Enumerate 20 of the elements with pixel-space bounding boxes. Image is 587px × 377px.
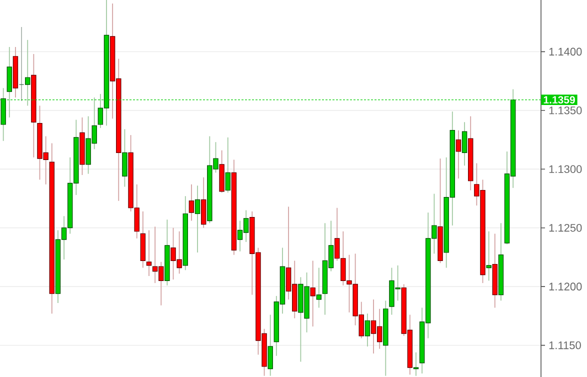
y-tick-label: 1.1350 (549, 106, 582, 114)
candlestick (225, 136, 230, 194)
candlestick (194, 185, 200, 253)
y-tick-label: 1.1250 (549, 224, 582, 232)
candlestick (268, 314, 273, 376)
candlestick (364, 313, 370, 347)
candlestick (456, 130, 462, 179)
y-tick-label: 1.1150 (549, 341, 581, 350)
ref-line-label: 1.1359 (544, 96, 575, 104)
candlestick (188, 184, 194, 222)
candlestick (18, 26, 24, 102)
candlestick (146, 230, 152, 276)
y-tick-label: 1.1200 (549, 282, 582, 290)
candlestick (310, 260, 316, 327)
candlestick (316, 267, 322, 308)
candlestick (122, 128, 128, 188)
y-tick-label: 1.1400 (549, 48, 582, 56)
y-tick-label: 1.1300 (549, 165, 582, 174)
candlestick (486, 230, 492, 282)
candlestick (462, 122, 468, 166)
